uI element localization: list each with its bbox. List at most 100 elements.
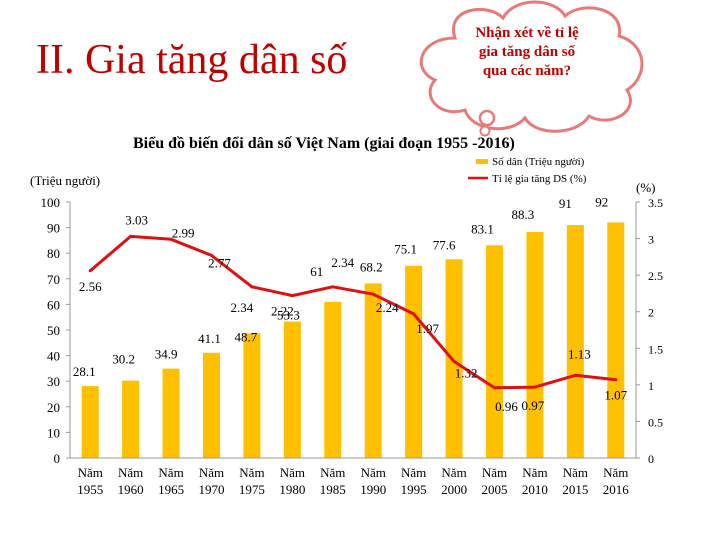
line-value-label: 2.24	[376, 300, 399, 315]
right-axis: 0 0.5 1 1.5 2 2.5 3 3.5	[635, 196, 663, 466]
left-tick-label: 50	[47, 323, 60, 338]
line-point	[371, 292, 375, 296]
bar-value-label: 88.3	[512, 207, 535, 222]
bar	[162, 368, 180, 458]
bar-value-label: 34.9	[155, 347, 178, 362]
left-tick-label: 100	[41, 195, 61, 210]
bar-value-label: 92	[595, 194, 608, 209]
thought-cloud	[419, 0, 644, 137]
bar-value-label: 83.1	[471, 221, 494, 236]
left-tick-label: 80	[47, 246, 60, 261]
bar	[607, 222, 625, 458]
line-value-label: 2.34	[231, 300, 254, 315]
bar-value-label: 48.7	[235, 329, 258, 344]
x-tick-label: Năm 1995	[401, 465, 427, 497]
line-point	[331, 285, 335, 289]
x-tick-label: Năm 1960	[118, 465, 144, 497]
line-point	[412, 312, 416, 316]
question-text: Nhận xét về tỉ lệ gia tăng dân số qua cá…	[452, 24, 602, 81]
bar	[203, 352, 220, 458]
cloud-bubble-small	[479, 125, 491, 137]
left-tick-label: 60	[47, 297, 60, 312]
bar	[364, 283, 382, 458]
growth-rate-line	[89, 234, 616, 390]
x-tick-label: Năm 1965	[158, 465, 184, 497]
line-point	[573, 373, 577, 377]
line-point	[129, 234, 133, 238]
line-value-label: 2.77	[208, 255, 231, 270]
left-tick-label: 0	[54, 451, 61, 466]
x-tick-label: Năm 2016	[603, 465, 630, 497]
chart-title: Biểu đồ biến đổi dân số Việt Nam (giai đ…	[133, 135, 515, 152]
x-tick-label: Năm 1985	[320, 465, 346, 497]
line-value-label: 1.32	[455, 365, 478, 380]
x-axis: Năm 1955 Năm 1960 Năm 1965 Năm 1970 Năm 1975 Năm 19…	[70, 457, 636, 497]
bar	[486, 245, 503, 458]
line-point	[169, 237, 173, 241]
line-value-label: 2.34	[331, 255, 354, 270]
line-value-label: 1.07	[604, 388, 627, 403]
x-tick-label: Năm 1990	[360, 465, 386, 497]
line-point	[88, 269, 92, 273]
bar	[243, 333, 261, 458]
right-tick-label: 2.5	[648, 269, 663, 283]
line-value-label: 2.22	[271, 304, 294, 319]
line-point	[493, 386, 496, 390]
question-line-1: Nhận xét về tỉ lệ	[475, 25, 579, 41]
line-value-label: 2.99	[172, 225, 195, 240]
bar	[445, 259, 463, 458]
legend-bar-swatch	[476, 159, 488, 164]
bar	[324, 301, 342, 458]
line-point	[614, 378, 618, 382]
line-series: 2.56 3.03 2.99 2.77 2.34 2.22 2.34 2.24 1.97 1.32…	[79, 212, 628, 413]
left-tick-label: 70	[47, 272, 60, 287]
line-value-label: 1.97	[416, 321, 439, 336]
x-tick-label: Năm 1980	[279, 465, 305, 497]
left-tick-label: 30	[47, 374, 60, 389]
bar-value-label: 91	[559, 196, 572, 211]
left-axis: 0 10 20 30 40 50 60 70 80 90 100	[41, 195, 71, 466]
right-tick-label: 3	[648, 233, 654, 247]
bar-value-label: 75.1	[394, 242, 417, 257]
x-tick-label: Năm 2015	[562, 465, 588, 497]
x-tick-label: Năm 1975	[239, 465, 265, 497]
right-tick-label: 3.5	[648, 196, 663, 210]
left-tick-label: 40	[47, 349, 60, 364]
x-tick-label: Năm 2000	[441, 465, 467, 497]
bar-value-label: 53.3	[277, 308, 300, 323]
right-tick-label: 0	[648, 452, 654, 466]
line-point	[250, 285, 254, 289]
bar-value-label: 68.2	[360, 259, 383, 274]
x-tick-label: Năm 2005	[482, 465, 508, 497]
right-tick-label: 0.5	[648, 415, 663, 429]
x-tick-label: Năm 1955	[77, 465, 103, 497]
right-tick-label: 2	[648, 306, 654, 320]
bar-value-label: 30.2	[112, 352, 135, 367]
y2-axis-label: (%)	[636, 180, 656, 195]
line-value-label: 1.13	[568, 346, 591, 361]
line-point	[533, 385, 537, 389]
bar-series: 28.1 30.2 34.9 41.1 48.7 53.3 61 68.2 75.1 77.6 83…	[73, 194, 625, 458]
bar	[122, 380, 140, 458]
y-axis-label: (Triệu người)	[30, 173, 100, 188]
question-line-2: gia tăng dân số	[478, 44, 576, 60]
left-tick-label: 20	[47, 400, 60, 415]
line-point	[210, 253, 213, 257]
bar-value-label: 77.6	[433, 237, 456, 252]
bar	[283, 321, 301, 458]
line-value-label: 2.56	[79, 279, 102, 294]
bar	[405, 265, 423, 458]
cloud-shape	[419, 0, 644, 133]
question-line-3: qua các năm?	[482, 63, 572, 79]
line-value-label: 0.96	[495, 399, 518, 414]
bar	[566, 225, 584, 458]
section-title: II. Gia tăng dân số	[36, 37, 348, 83]
line-point	[290, 294, 294, 298]
bar-value-label: 28.1	[73, 364, 96, 379]
cloud-bubble-large	[478, 109, 496, 127]
right-tick-label: 1	[648, 379, 654, 393]
bar	[81, 386, 99, 458]
line-value-label: 0.97	[522, 398, 545, 413]
legend: Số dân (Triệu người) Tỉ lệ gia tăng DS (…	[468, 156, 587, 185]
